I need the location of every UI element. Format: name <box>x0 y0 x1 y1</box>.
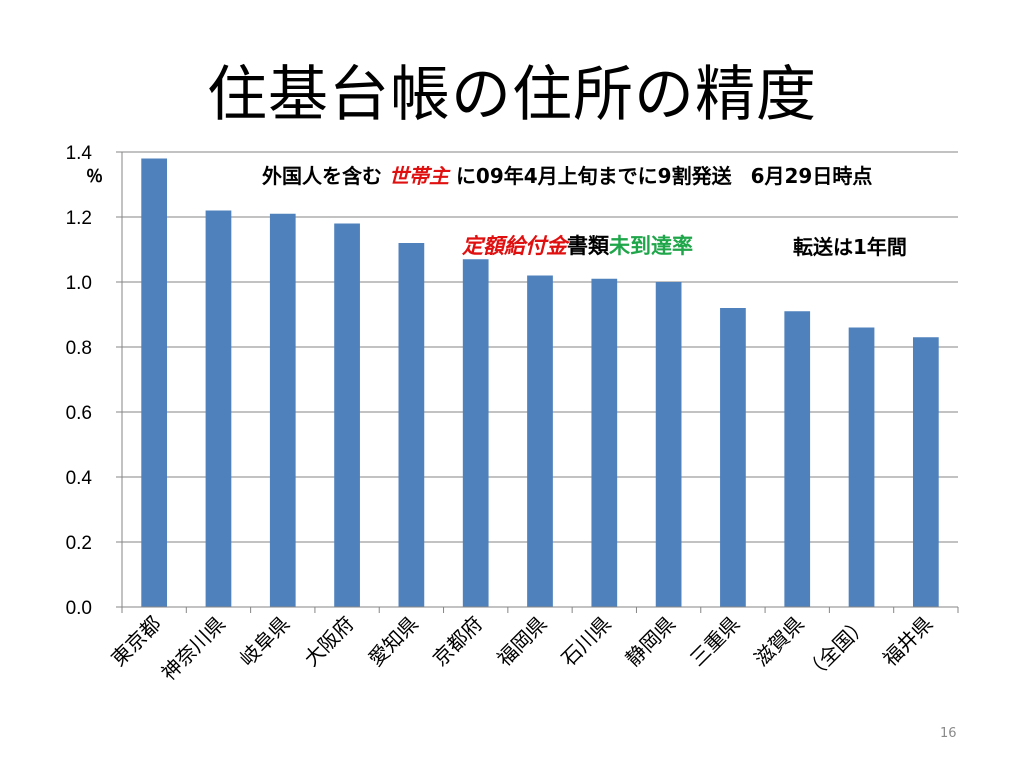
x-tick-label: 石川県 <box>556 612 615 671</box>
x-tick-label: 神奈川県 <box>156 612 230 686</box>
x-tick-label: 滋賀県 <box>749 612 808 671</box>
note-text: に09年4月上旬までに9割発送 <box>455 164 732 188</box>
y-tick-label: 0.6 <box>66 403 92 424</box>
x-tick-label: 静岡県 <box>621 612 680 671</box>
note-text: 外国人を含む <box>262 164 382 188</box>
y-tick-label: 1.2 <box>66 208 92 229</box>
y-axis-unit-label: ％ <box>86 167 103 187</box>
x-tick-label: 岐阜県 <box>235 612 294 671</box>
x-tick-label: 愛知県 <box>364 612 423 671</box>
page-number: 16 <box>940 726 957 741</box>
y-tick-label: 0.4 <box>66 468 93 489</box>
note-date: 6月29日時点 <box>750 164 873 188</box>
bar <box>848 327 875 607</box>
x-tick-label: 京都府 <box>428 612 487 671</box>
x-tick-label: 三重県 <box>685 612 744 671</box>
bar <box>205 210 232 607</box>
y-tick-label: 1.0 <box>66 273 92 294</box>
x-tick-label: 東京都 <box>106 612 165 671</box>
bar <box>269 213 296 607</box>
annotation-transfer-period: 転送は1年間 <box>793 235 907 259</box>
bar <box>334 223 360 607</box>
x-tick-label: 福岡県 <box>492 612 551 671</box>
x-tick-label: （全国） <box>800 612 874 686</box>
y-tick-label: 1.4 <box>66 143 93 164</box>
note-highlight-householder: 世帯主 <box>388 164 449 188</box>
bar <box>462 259 489 607</box>
note-highlight-benefit: 定額給付金 <box>462 234 567 258</box>
x-tick-label: 大阪府 <box>299 612 358 671</box>
y-tick-label: 0.8 <box>66 338 92 359</box>
bar <box>398 243 425 607</box>
bar <box>720 308 746 607</box>
axes <box>116 151 959 613</box>
bar <box>655 282 682 607</box>
bar <box>784 311 811 607</box>
annotation-shipping-note: 外国人を含む 世帯主 に09年4月上旬までに9割発送 6月29日時点 <box>262 160 872 189</box>
note-highlight-undelivered: 未到達率 <box>609 234 693 258</box>
slide-title: 住基台帳の住所の精度 <box>207 60 817 130</box>
bar <box>141 158 168 607</box>
bar <box>912 337 939 607</box>
annotation-undelivered-rate: 定額給付金書類未到達率 <box>462 230 693 260</box>
bar <box>527 275 553 607</box>
note-text: 書類 <box>567 234 609 258</box>
bar <box>591 278 618 607</box>
y-tick-label: 0.2 <box>66 533 92 554</box>
x-tick-label: 福井県 <box>878 612 937 671</box>
bars <box>141 158 939 607</box>
y-tick-label: 0.0 <box>66 598 92 619</box>
